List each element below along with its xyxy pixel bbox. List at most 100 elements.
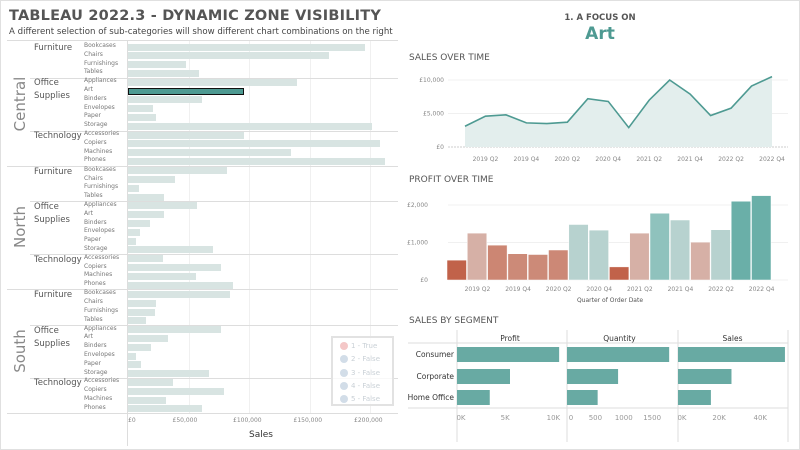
- profit-bar: [588, 229, 609, 281]
- sales-bar[interactable]: [128, 220, 150, 227]
- sales-bar[interactable]: [128, 290, 230, 298]
- sales-bar[interactable]: [128, 69, 200, 77]
- sales-bar[interactable]: [128, 255, 164, 263]
- region-divider: [7, 40, 398, 41]
- sub-category-label: Accessories: [84, 253, 120, 261]
- segment-bar: [567, 390, 598, 405]
- x-tick-label: 0K: [456, 414, 465, 422]
- sales-bar[interactable]: [128, 184, 139, 192]
- legend-dot-icon: [340, 381, 348, 390]
- category-label: Office Supplies: [34, 201, 70, 225]
- sales-bar[interactable]: [128, 193, 165, 201]
- focus-label: 1. A FOCUS ON: [564, 13, 636, 23]
- category-label: Technology: [34, 378, 82, 389]
- sales-bar[interactable]: [128, 202, 197, 210]
- sub-category-label: Envelopes: [84, 351, 115, 358]
- profit-over-time-title: PROFIT OVER TIME: [409, 175, 494, 185]
- x-tick-label: 10K: [547, 414, 561, 422]
- sales-bar[interactable]: [128, 43, 366, 51]
- sales-bar[interactable]: [128, 237, 137, 245]
- sub-category-label: Furnishings: [84, 59, 119, 67]
- sales-bar[interactable]: [128, 352, 137, 360]
- sales-bar[interactable]: [128, 87, 245, 95]
- profit-bar: [507, 253, 528, 281]
- legend-item[interactable]: 5 - False: [340, 395, 380, 404]
- sub-category-label: Phones: [84, 280, 106, 288]
- sub-category-label: Copiers: [84, 386, 107, 394]
- category-label: Furniture: [34, 290, 73, 301]
- sales-bar[interactable]: [128, 105, 154, 113]
- sales-bar[interactable]: [128, 131, 245, 139]
- sales-bar[interactable]: [128, 140, 380, 148]
- legend-item[interactable]: 4 - False: [340, 381, 380, 390]
- sales-bar[interactable]: [128, 370, 210, 378]
- segment-bar: [678, 390, 711, 405]
- sales-bar[interactable]: [128, 308, 155, 316]
- sales-bar[interactable]: [128, 122, 373, 130]
- sub-category-label: Tables: [84, 192, 103, 200]
- x-tick-label: £200,000: [354, 417, 383, 425]
- legend-item[interactable]: 1 - True: [340, 342, 377, 350]
- sales-bar[interactable]: [128, 317, 147, 325]
- sales-bar[interactable]: [128, 211, 165, 219]
- region-label: Central: [11, 76, 29, 131]
- sales-bar[interactable]: [128, 334, 168, 342]
- legend-item[interactable]: 2 - False: [340, 355, 380, 364]
- x-tick-label: 2021 Q4: [677, 156, 703, 163]
- sub-category-label: Chairs: [84, 50, 103, 58]
- color-legend[interactable]: 1 - True 2 - False 3 - False 4 - False 5 - F…: [331, 336, 394, 406]
- sales-bar[interactable]: [128, 299, 156, 307]
- dashboard-subtitle: A different selection of sub-categories …: [9, 27, 393, 37]
- sales-bar[interactable]: [128, 387, 224, 395]
- x-tick-label: £150,000: [293, 417, 323, 425]
- y-tick-label: £10,000: [419, 77, 444, 84]
- profit-over-time-chart[interactable]: £0 £1,000 £2,000 2019 Q2 2019 Q4 2020 Q2 2020 …: [400, 188, 800, 308]
- y-tick-label: £5,000: [423, 111, 444, 118]
- sales-bar[interactable]: [128, 264, 222, 271]
- y-tick-label: £2,000: [407, 202, 428, 209]
- sales-bar[interactable]: [128, 343, 151, 351]
- x-tick-label: 1000: [615, 414, 633, 422]
- sales-bar[interactable]: [128, 228, 141, 236]
- legend-dot-icon: [340, 342, 348, 350]
- sales-bar[interactable]: [128, 61, 187, 69]
- sales-area: [465, 76, 772, 147]
- sales-by-segment-chart[interactable]: Consumer Corporate Home Office Profit 0K 5K 10…: [400, 330, 800, 445]
- sales-bar[interactable]: [128, 281, 234, 289]
- x-tick-label: 2021 Q2: [627, 286, 653, 293]
- region-divider: [7, 165, 398, 167]
- sales-bar[interactable]: [128, 405, 202, 413]
- sales-bar[interactable]: [128, 272, 196, 280]
- x-tick-label: 40K: [754, 414, 768, 422]
- series-header: Sales: [723, 334, 743, 343]
- sub-category-label: Binders: [84, 218, 107, 226]
- sales-bar[interactable]: [128, 96, 202, 104]
- sub-category-label: Paper: [84, 359, 101, 367]
- profit-bar: [548, 249, 569, 281]
- sales-bar[interactable]: [128, 326, 222, 334]
- sales-over-time-title: SALES OVER TIME: [409, 53, 490, 63]
- legend-item[interactable]: 3 - False: [340, 368, 380, 377]
- sales-bar[interactable]: [128, 78, 298, 86]
- sales-bar[interactable]: [128, 361, 142, 369]
- x-tick-label: 2021 Q2: [636, 156, 662, 163]
- legend-label: 1 - True: [351, 342, 378, 350]
- sales-bar[interactable]: [128, 52, 329, 60]
- sales-bar[interactable]: [128, 149, 292, 157]
- sales-bar[interactable]: [128, 157, 385, 165]
- sales-bar[interactable]: [128, 246, 213, 254]
- x-tick-label: 0K: [677, 414, 686, 422]
- sales-bar[interactable]: [128, 378, 173, 386]
- sales-over-time-chart[interactable]: £0 £5,000 £10,000 2019 Q2 2019 Q4 2020 Q2 2020…: [400, 65, 800, 170]
- profit-bar: [670, 219, 691, 281]
- x-tick-label: 2020 Q4: [586, 286, 612, 293]
- sales-bar[interactable]: [128, 113, 156, 121]
- sales-bar[interactable]: [128, 167, 228, 175]
- sales-bar[interactable]: [128, 396, 166, 404]
- sub-category-label: Chairs: [84, 174, 103, 182]
- y-tick-label: £0: [420, 277, 428, 284]
- profit-bar: [467, 232, 488, 281]
- profit-bar: [710, 229, 731, 281]
- sales-bar[interactable]: [128, 176, 176, 183]
- x-tick-label: 2021 Q4: [668, 286, 694, 293]
